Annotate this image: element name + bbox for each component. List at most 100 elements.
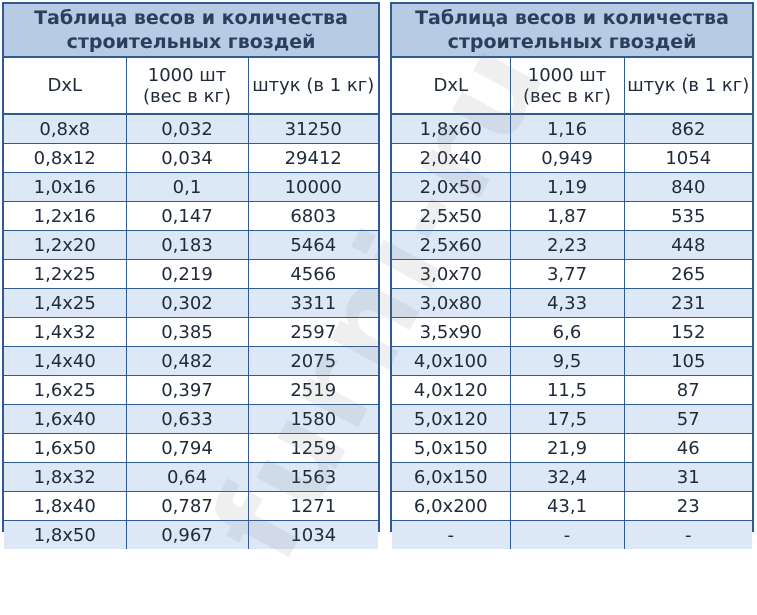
- cell-count: 31250: [248, 114, 378, 144]
- cell-weight: 0,482: [126, 346, 249, 376]
- table-row: 2,5x50 1,87 535: [392, 201, 752, 231]
- cell-dxl: 2,0x50: [392, 172, 511, 202]
- cell-dxl: 1,8x60: [392, 114, 511, 144]
- cell-dxl: 1,6x50: [4, 433, 127, 463]
- column-header-count: штук (в 1 кг): [624, 58, 752, 115]
- cell-weight: 0,949: [510, 143, 625, 173]
- cell-weight: 21,9: [510, 433, 625, 463]
- cell-weight: -: [510, 520, 625, 549]
- cell-dxl: 3,0x70: [392, 259, 511, 289]
- table-body: 1,8x60 1,16 862 2,0x40 0,949 1054 2,0x50 1,19 84…: [392, 114, 752, 549]
- cell-dxl: 2,5x60: [392, 230, 511, 260]
- cell-count: 448: [624, 230, 752, 260]
- cell-weight: 0,219: [126, 259, 249, 289]
- table-row: 1,4x32 0,385 2597: [4, 317, 378, 347]
- cell-weight: 43,1: [510, 491, 625, 521]
- cell-dxl: 6,0x150: [392, 462, 511, 492]
- cell-count: 1259: [248, 433, 378, 463]
- cell-dxl: 1,4x40: [4, 346, 127, 376]
- cell-dxl: 1,8x40: [4, 491, 127, 521]
- table-row: 6,0x200 43,1 23: [392, 491, 752, 521]
- table-title-line2: строительных гвоздей: [66, 31, 316, 53]
- column-header-dxl: DxL: [4, 58, 127, 115]
- cell-dxl: 1,2x16: [4, 201, 127, 231]
- cell-count: 265: [624, 259, 752, 289]
- cell-weight: 9,5: [510, 346, 625, 376]
- cell-weight: 0,794: [126, 433, 249, 463]
- table-row: 2,0x50 1,19 840: [392, 172, 752, 202]
- cell-weight: 0,967: [126, 520, 249, 549]
- cell-count: 152: [624, 317, 752, 347]
- cell-count: 105: [624, 346, 752, 376]
- cell-weight: 17,5: [510, 404, 625, 434]
- cell-weight: 32,4: [510, 462, 625, 492]
- cell-weight: 0,302: [126, 288, 249, 318]
- column-header-weight: 1000 шт (вес в кг): [126, 58, 249, 115]
- cell-count: 87: [624, 375, 752, 405]
- table-row: 1,4x25 0,302 3311: [4, 288, 378, 318]
- cell-weight: 1,87: [510, 201, 625, 231]
- column-header-weight: 1000 шт (вес в кг): [510, 58, 625, 115]
- cell-count: 535: [624, 201, 752, 231]
- cell-count: 57: [624, 404, 752, 434]
- cell-count: 2519: [248, 375, 378, 405]
- cell-count: 840: [624, 172, 752, 202]
- cell-weight: 0,147: [126, 201, 249, 231]
- cell-weight: 0,64: [126, 462, 249, 492]
- table-row: 1,6x25 0,397 2519: [4, 375, 378, 405]
- table-row: 1,8x50 0,967 1034: [4, 520, 378, 549]
- cell-dxl: 2,0x40: [392, 143, 511, 173]
- table-row: 1,2x16 0,147 6803: [4, 201, 378, 231]
- cell-count: 862: [624, 114, 752, 144]
- table-row: 3,0x80 4,33 231: [392, 288, 752, 318]
- table-row: 5,0x120 17,5 57: [392, 404, 752, 434]
- cell-weight: 0,633: [126, 404, 249, 434]
- table-row: 1,8x60 1,16 862: [392, 114, 752, 144]
- table-row: 4,0x120 11,5 87: [392, 375, 752, 405]
- column-header-dxl: DxL: [392, 58, 511, 115]
- table-row: 5,0x150 21,9 46: [392, 433, 752, 463]
- cell-count: 3311: [248, 288, 378, 318]
- cell-count: 6803: [248, 201, 378, 231]
- cell-weight: 4,33: [510, 288, 625, 318]
- cell-dxl: 1,0x16: [4, 172, 127, 202]
- cell-dxl: 1,6x40: [4, 404, 127, 434]
- nail-weight-table: DxL 1000 шт (вес в кг) штук (в 1 кг) 1,8…: [392, 58, 752, 549]
- cell-count: 2075: [248, 346, 378, 376]
- table-row: 4,0x100 9,5 105: [392, 346, 752, 376]
- header-row: DxL 1000 шт (вес в кг) штук (в 1 кг): [392, 58, 752, 115]
- table-row: 1,2x25 0,219 4566: [4, 259, 378, 289]
- cell-dxl: 1,4x25: [4, 288, 127, 318]
- cell-dxl: 1,2x25: [4, 259, 127, 289]
- cell-dxl: 0,8x12: [4, 143, 127, 173]
- table-row: 0,8x12 0,034 29412: [4, 143, 378, 173]
- table-title-line1: Таблица весов и количества: [34, 7, 348, 29]
- table-row: ---: [392, 520, 752, 549]
- table-row: 6,0x150 32,4 31: [392, 462, 752, 492]
- cell-dxl: 1,8x50: [4, 520, 127, 549]
- cell-weight: 1,16: [510, 114, 625, 144]
- table-row: 3,5x90 6,6 152: [392, 317, 752, 347]
- cell-weight: 0,385: [126, 317, 249, 347]
- cell-dxl: 3,5x90: [392, 317, 511, 347]
- cell-weight: 0,1: [126, 172, 249, 202]
- cell-count: 23: [624, 491, 752, 521]
- cell-count: 31: [624, 462, 752, 492]
- cell-weight: 11,5: [510, 375, 625, 405]
- column-header-count: штук (в 1 кг): [248, 58, 378, 115]
- cell-count: 1563: [248, 462, 378, 492]
- table-row: 1,0x16 0,1 10000: [4, 172, 378, 202]
- cell-count: 231: [624, 288, 752, 318]
- table-row: 1,8x40 0,787 1271: [4, 491, 378, 521]
- table-row: 2,0x40 0,949 1054: [392, 143, 752, 173]
- cell-dxl: 5,0x120: [392, 404, 511, 434]
- table-title: Таблица весов и количества строительных …: [392, 4, 752, 58]
- cell-dxl: 2,5x50: [392, 201, 511, 231]
- cell-weight: 2,23: [510, 230, 625, 260]
- table-row: 2,5x60 2,23 448: [392, 230, 752, 260]
- cell-count: 1034: [248, 520, 378, 549]
- nail-table-left: Таблица весов и количества строительных …: [2, 2, 380, 549]
- cell-count: 1054: [624, 143, 752, 173]
- cell-count: 5464: [248, 230, 378, 260]
- cell-weight: 0,034: [126, 143, 249, 173]
